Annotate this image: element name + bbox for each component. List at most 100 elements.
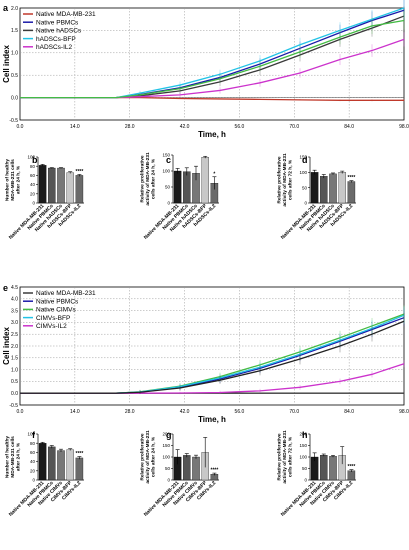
y-tick-label: 60 [30,450,36,455]
y-tick-label: 100 [27,155,35,160]
legend-label: CIMVs-BFP [36,315,70,322]
significance-label: **** [348,464,356,470]
y-tick-label: 100 [299,170,307,175]
series-line-3 [20,7,405,99]
y-axis-label-line: after 24 h, % [16,165,22,194]
x-tick-label: 70.0 [289,124,299,130]
y-tick-label: 150 [162,443,170,448]
bar [338,172,346,204]
y-tick-label: 80 [30,441,36,446]
legend-label: Native CIMVs [36,307,76,314]
panel-e: 0.0 14.0 28.0 42.0 56.0 70.0 84.0 98.0-0.50.00.… [2,285,409,424]
y-tick-label: 50 [302,466,308,471]
y-axis-label-line: MDA-MB-231 cells [10,159,16,201]
y-axis-label: Relative proliferativeactivity of MDA-MB… [276,153,293,207]
panel-letter-a: a [3,3,9,13]
bar [66,449,74,481]
legend-label: CIMVs-IL2 [36,323,67,330]
y-tick-label: 4.0 [11,297,18,303]
panel-letter-e: e [3,283,8,293]
y-axis-label-line: activity of MDA-MB-231 [282,153,288,207]
y-tick-label: 40 [30,459,36,464]
legend-label: hADSCs-IL2 [36,44,73,51]
y-tick-label: 80 [30,164,36,169]
y-tick-label: 150 [299,443,307,448]
y-axis-label-line: Relative proliferative [139,433,145,481]
significance-label: **** [211,468,219,474]
bar [57,450,65,481]
y-axis-label-line: Number of healthy [4,159,10,201]
x-tick-label: 0.0 [17,124,24,130]
series-line-5 [20,320,405,394]
legend-label: hADSCs-BFP [36,36,76,43]
x-tick-label: 42.0 [180,124,190,130]
y-tick-label: 0 [32,478,35,483]
y-tick-label: 0.0 [11,391,18,397]
x-tick-label: 84.0 [344,124,354,130]
y-tick-label: 4.5 [11,285,18,291]
y-tick-label: 200 [299,432,307,437]
panel-letter-b: b [32,155,38,165]
y-tick-label: 20 [30,468,36,473]
y-tick-label: 50 [302,185,308,190]
y-tick-label: 100 [162,455,170,460]
panel-letter-g: g [166,430,172,440]
series-line-5 [20,19,405,99]
significance-label: **** [76,169,84,175]
bar [320,455,328,481]
y-tick-label: -0.5 [9,118,18,124]
bar [347,470,356,481]
legend-label: Native MDA-MB-231 [36,11,96,18]
y-axis-label: Cell index [2,45,11,83]
x-tick-label: 14.0 [70,409,80,415]
y-axis-label-line: Relative proliferative [276,433,282,481]
y-tick-label: 1.5 [11,28,18,34]
bar [75,175,84,204]
y-tick-label: 0 [167,201,170,206]
y-tick-label: 200 [162,432,170,437]
legend-label: Native PBMCs [36,298,79,305]
significance-label: * [213,171,215,177]
y-tick-label: 1.0 [11,51,18,57]
x-tick-label: 28.0 [125,409,135,415]
y-tick-label: 0 [304,478,307,483]
bar [329,173,337,204]
y-tick-label: 3.5 [11,308,18,314]
x-axis-label: Time, h [198,415,226,424]
y-tick-label: 0 [167,478,170,483]
y-axis-label-line: activity of MDA-MB-231 [145,430,151,484]
significance-label: **** [76,451,84,457]
panel-letter-c: c [166,155,171,165]
y-axis-label-line: after 24 h, % [16,442,22,471]
y-tick-label: 0.0 [11,95,18,101]
bar [48,446,56,481]
panel-letter-f: f [32,430,36,440]
bar [320,176,328,204]
bar [329,456,337,481]
series-line-4 [20,38,405,99]
y-axis-label: Relative proliferativeactivity of MDA-MB… [276,430,293,484]
panel-letter-d: d [302,155,308,165]
y-tick-label: 100 [299,455,307,460]
panel-a: 0.0 14.0 28.0 42.0 56.0 70.0 84.0 98.0-0.50.00.… [2,0,409,139]
bar [183,171,191,204]
y-axis-label-line: cells after 24 h, % [151,436,157,477]
bar [192,456,200,481]
y-tick-label: 100 [162,169,170,174]
bar [347,181,356,204]
y-tick-label: 2.0 [11,344,18,350]
y-tick-label: 60 [30,173,36,178]
legend-label: Native MDA-MB-231 [36,290,96,297]
x-tick-label: 84.0 [344,409,354,415]
y-axis-label-line: Number of healthy [4,436,10,478]
bar [310,172,319,204]
y-axis-label-line: Relative proliferative [276,156,282,204]
y-axis-label: Relative proliferativeactivity of MDA-MB… [139,152,156,206]
y-tick-label: 1.5 [11,356,18,362]
panel-letter-h: h [302,430,308,440]
